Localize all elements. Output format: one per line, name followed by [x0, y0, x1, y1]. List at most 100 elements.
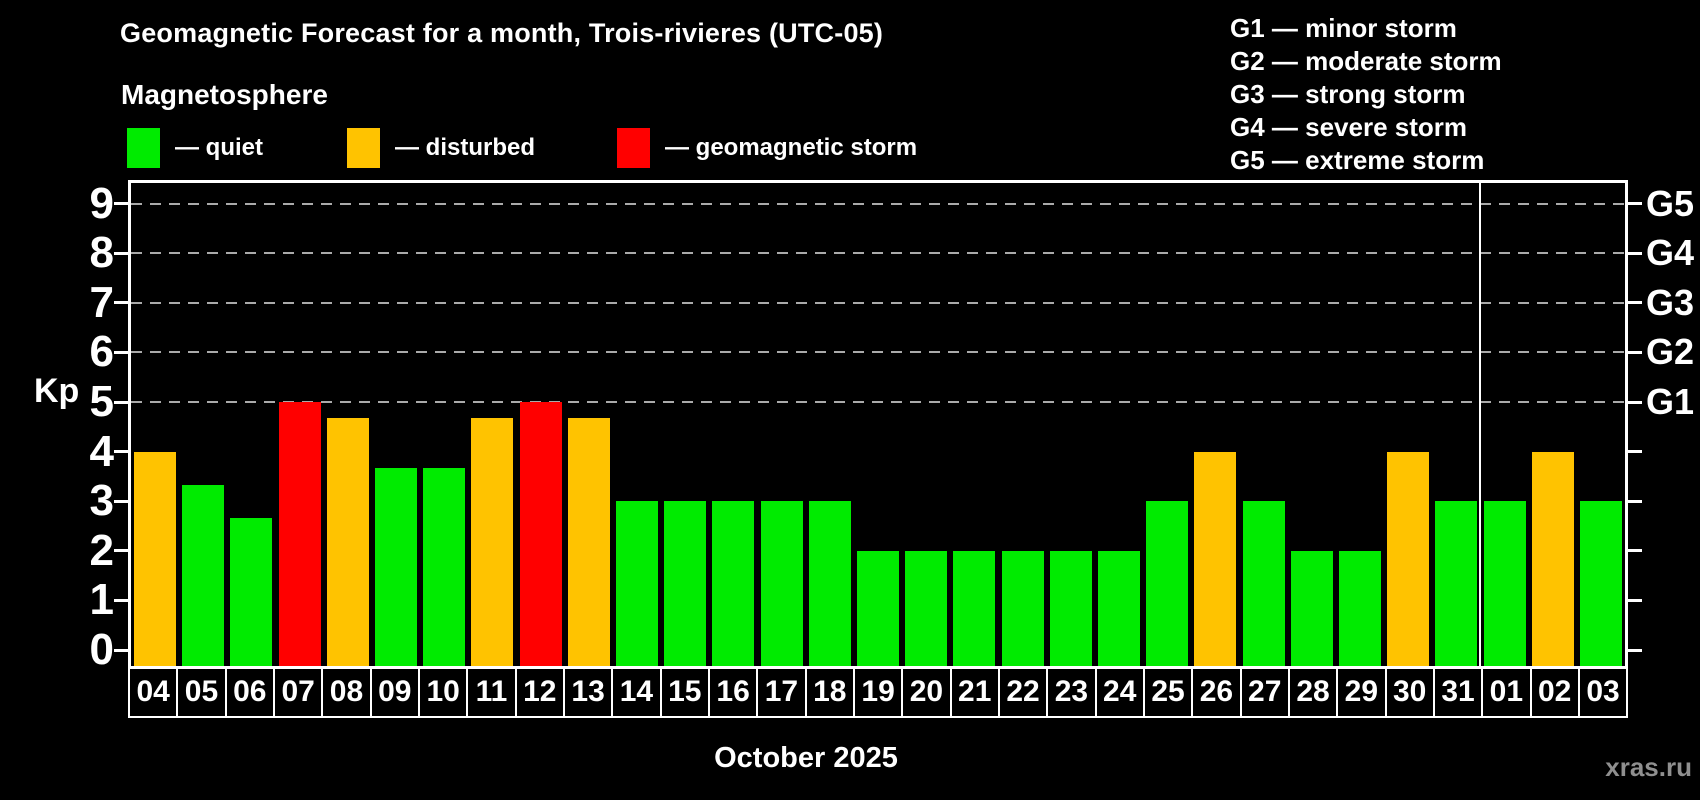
- day-label-01: 01: [1481, 666, 1532, 718]
- y-axis-label-7: 7: [89, 277, 114, 327]
- day-label-03: 03: [1577, 666, 1629, 718]
- kp-bar-30: [1387, 451, 1430, 666]
- day-label-22: 22: [997, 666, 1049, 718]
- day-label-29: 29: [1336, 666, 1387, 718]
- y-tick-right-3: [1628, 499, 1642, 503]
- kp-bar-14: [616, 501, 659, 666]
- day-label-27: 27: [1239, 666, 1290, 718]
- kp-bar-28: [1290, 550, 1333, 666]
- gridline-kp6: [131, 351, 1625, 354]
- kp-bar-13: [567, 418, 610, 666]
- day-label-13: 13: [562, 666, 614, 718]
- legend-quiet-label: — quiet: [175, 134, 263, 161]
- y-axis-label-4: 4: [89, 426, 114, 476]
- y-tick-right-5: [1628, 400, 1642, 404]
- y-axis-label-8: 8: [89, 228, 114, 278]
- y-tick-left-7: [114, 301, 128, 305]
- day-label-28: 28: [1287, 666, 1339, 718]
- kp-bar-09: [375, 467, 418, 666]
- day-label-17: 17: [756, 666, 807, 718]
- g2-legend-line: G2 — moderate storm: [1230, 46, 1502, 76]
- kp-bar-17: [760, 501, 803, 666]
- y-tick-right-7: [1628, 301, 1642, 305]
- y-tick-right-0: [1628, 648, 1642, 652]
- kp-bar-07: [278, 402, 321, 666]
- g-axis-label-g1: G1: [1646, 381, 1695, 422]
- day-label-02: 02: [1529, 666, 1580, 718]
- day-label-10: 10: [417, 666, 469, 718]
- y-tick-right-4: [1628, 450, 1642, 454]
- y-tick-right-6: [1628, 350, 1642, 354]
- x-axis-day-labels: 04 05 06 07 08 09 10 11 12 13 14 15 16 17 18 19 20 21 22 23…: [128, 666, 1629, 718]
- y-tick-left-4: [114, 450, 128, 454]
- kp-bar-06: [230, 517, 273, 666]
- day-label-06: 06: [224, 666, 275, 718]
- g-scale-legend: G1 — minor storm G2 — moderate storm G3 …: [1230, 12, 1502, 177]
- legend-item-storm: — geomagnetic storm: [617, 128, 917, 168]
- kp-bar-26: [1194, 451, 1237, 666]
- g-axis-label-g5: G5: [1646, 182, 1695, 224]
- kp-bar-23: [1049, 550, 1092, 666]
- y-tick-right-8: [1628, 251, 1642, 255]
- y-tick-left-8: [114, 251, 128, 255]
- y-tick-left-9: [114, 202, 128, 206]
- kp-bar-15: [664, 501, 707, 666]
- gridline-kp5: [131, 401, 1625, 403]
- day-label-12: 12: [514, 666, 565, 718]
- day-label-15: 15: [659, 666, 710, 718]
- legend-item-disturbed: — disturbed: [347, 128, 535, 168]
- day-label-04: 04: [128, 666, 179, 718]
- kp-bar-08: [326, 418, 369, 666]
- g4-legend-line: G4 — severe storm: [1230, 112, 1468, 142]
- kp-bar-25: [1146, 501, 1189, 666]
- kp-bar-27: [1242, 501, 1285, 666]
- legend-disturbed-label: — disturbed: [395, 134, 536, 161]
- day-label-19: 19: [852, 666, 904, 718]
- month-caption: October 2025: [714, 742, 898, 774]
- g1-legend-line: G1 — minor storm: [1230, 13, 1457, 43]
- legend-item-quiet: — quiet: [127, 128, 263, 168]
- y-tick-left-3: [114, 499, 128, 503]
- kp-bar-03: [1579, 501, 1622, 666]
- kp-bar-22: [1001, 550, 1044, 666]
- y-axis-label-1: 1: [89, 575, 114, 625]
- day-label-11: 11: [466, 666, 517, 718]
- kp-bar-02: [1531, 451, 1574, 666]
- kp-bar-21: [953, 550, 996, 666]
- kp-bar-12: [519, 402, 562, 666]
- day-label-16: 16: [707, 666, 759, 718]
- kp-bar-20: [905, 550, 948, 666]
- day-label-20: 20: [901, 666, 952, 718]
- y-axis-label-9: 9: [89, 178, 114, 228]
- month-separator-line: [1479, 183, 1482, 666]
- kp-bar-01: [1483, 501, 1526, 666]
- disturbed-swatch-icon: [347, 128, 380, 168]
- y-tick-left-6: [114, 350, 128, 354]
- kp-bar-29: [1338, 550, 1381, 666]
- y-axis-label-0: 0: [89, 625, 114, 674]
- g3-legend-line: G3 — strong storm: [1230, 79, 1466, 109]
- storm-swatch-icon: [617, 128, 650, 168]
- day-label-26: 26: [1191, 666, 1242, 718]
- y-axis-title: Kp: [34, 372, 80, 410]
- day-label-08: 08: [321, 666, 372, 718]
- gridline-kp8: [131, 252, 1625, 255]
- day-label-07: 07: [272, 666, 324, 718]
- day-label-24: 24: [1094, 666, 1145, 718]
- kp-bar-05: [182, 484, 225, 666]
- kp-bar-16: [712, 501, 755, 666]
- kp-bar-19: [857, 550, 899, 666]
- y-tick-left-5: [114, 400, 128, 404]
- y-tick-left-0: [114, 648, 128, 652]
- y-axis-label-6: 6: [89, 327, 114, 377]
- plot-area: [128, 180, 1628, 669]
- day-label-09: 09: [369, 666, 420, 718]
- kp-bar-04: [134, 451, 177, 666]
- y-axis-label-5: 5: [89, 377, 114, 426]
- kp-bar-31: [1435, 501, 1478, 666]
- y-tick-right-9: [1628, 202, 1642, 206]
- day-label-18: 18: [804, 666, 855, 718]
- y-axis-label-2: 2: [89, 525, 114, 575]
- y-tick-left-2: [114, 549, 128, 553]
